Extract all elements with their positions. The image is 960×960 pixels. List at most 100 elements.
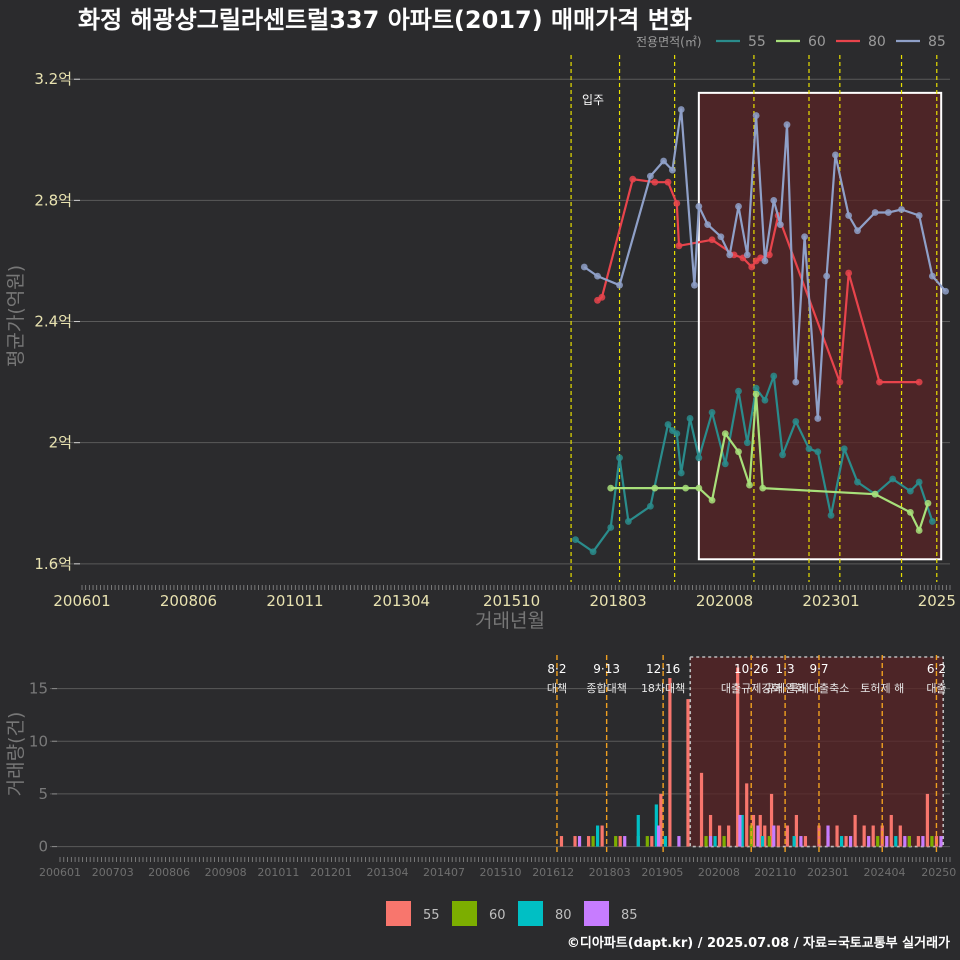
- volume-bar-85: [677, 836, 681, 847]
- volume-x-tick-label: 201510: [479, 866, 521, 879]
- price-x-tick-label: 201011: [266, 592, 323, 610]
- price-point-60: [695, 484, 703, 492]
- event-text: 종합대책: [586, 682, 626, 695]
- price-point-85: [735, 203, 742, 210]
- price-point-85: [792, 378, 800, 386]
- volume-bar-55: [668, 678, 672, 847]
- volume-bar-80: [760, 836, 765, 847]
- price-point-60: [746, 481, 753, 489]
- price-point-85: [691, 281, 698, 289]
- volume-bar-55: [559, 836, 564, 847]
- price-point-60: [607, 484, 615, 492]
- volume-x-tick-label: 202404: [863, 866, 905, 879]
- price-point-85: [580, 263, 588, 271]
- volume-axes: 0 5 10 15 200601 200703 200806 200908 201011 2012…: [29, 680, 956, 879]
- volume-bar-60: [704, 836, 708, 847]
- volume-bar-55: [853, 814, 857, 847]
- price-point-55: [589, 548, 597, 556]
- price-point-85: [884, 209, 892, 216]
- volume-y-axis-title: 거래량(건): [5, 712, 27, 797]
- price-series: [572, 106, 949, 556]
- event-text: 18차대책: [641, 682, 685, 695]
- volume-bar-55: [586, 836, 591, 847]
- volume-x-tick-label: 202008: [698, 866, 740, 879]
- volume-bar-80: [713, 836, 717, 847]
- price-point-85: [770, 196, 778, 204]
- volume-bar-55: [769, 793, 774, 847]
- volume-bar-55: [776, 825, 780, 847]
- price-point-55: [779, 451, 786, 459]
- price-point-55: [616, 454, 623, 462]
- volume-legend-label-85: 85: [621, 908, 638, 923]
- price-point-60: [651, 484, 659, 492]
- price-point-80: [836, 378, 844, 386]
- price-point-60: [752, 390, 760, 398]
- price-point-85: [717, 233, 725, 241]
- price-point-55: [607, 524, 615, 531]
- price-point-85: [915, 212, 923, 219]
- volume-bar-55: [763, 825, 767, 847]
- volume-bar-85: [756, 825, 760, 847]
- volume-bar-60: [722, 836, 726, 847]
- price-point-85: [928, 272, 936, 280]
- volume-x-tick-label: 201803: [589, 866, 631, 879]
- volume-bar-85: [921, 836, 925, 847]
- footer-credit: ©디아파트(dapt.kr) / 2025.07.08 / 자료=국토교통부 실…: [567, 935, 950, 951]
- volume-bar-85: [772, 825, 776, 847]
- event-date: 6·2: [927, 662, 946, 676]
- price-point-80: [598, 293, 606, 301]
- volume-bar-80: [663, 836, 667, 847]
- volume-bar-55: [758, 814, 762, 847]
- price-x-axis-title: 거래년월: [475, 610, 545, 632]
- price-point-60: [708, 496, 716, 504]
- volume-event-lines: [556, 655, 938, 855]
- price-point-55: [695, 454, 703, 462]
- volume-bar-55: [794, 814, 798, 847]
- price-point-55: [814, 448, 822, 456]
- price-point-60: [735, 448, 742, 456]
- volume-bar-60: [767, 836, 771, 847]
- price-point-85: [726, 251, 734, 259]
- volume-x-tick-label: 200806: [148, 866, 190, 879]
- legend-label-85: 85: [928, 34, 946, 50]
- event-text: 대출규제강화: [721, 682, 782, 695]
- price-point-60: [924, 499, 932, 507]
- volume-bar-85: [849, 836, 853, 847]
- price-point-60: [871, 490, 879, 498]
- price-point-60: [721, 430, 729, 437]
- event-text: 규제완화: [765, 682, 805, 695]
- volume-bar-60: [591, 836, 595, 847]
- price-x-tick-label: 202008: [696, 592, 753, 610]
- price-point-80: [845, 269, 853, 277]
- price-point-85: [898, 206, 905, 213]
- volume-bar-60: [876, 836, 880, 847]
- price-x-tick-label: 201304: [373, 592, 430, 610]
- volume-x-tick-label: 202110: [754, 866, 796, 879]
- price-point-85: [743, 251, 751, 259]
- event-text: 토허제 해: [860, 681, 904, 695]
- price-point-55: [840, 445, 848, 453]
- price-point-55: [686, 415, 694, 422]
- event-date: 9·13: [593, 662, 620, 676]
- price-point-80: [664, 178, 672, 186]
- price-point-55: [770, 372, 778, 380]
- price-point-55: [805, 445, 813, 453]
- chart-title: 화정 해광샹그릴라센트럴337 아파트(2017) 매매가격 변화: [78, 6, 692, 34]
- volume-bar-80: [894, 836, 898, 847]
- price-axes: 1.6억 2억 2.4억 2.8억 3.2억 200601 200806 201011 2013…: [34, 70, 956, 610]
- price-point-85: [761, 257, 769, 265]
- price-point-60: [682, 484, 690, 492]
- volume-bar-55: [736, 667, 740, 847]
- price-legend: 전용면적(㎡) 55 60 80 85: [636, 34, 946, 50]
- event-date: 9·7: [809, 662, 828, 676]
- volume-event-labels: 8·2 대책 9·13 종합대책 12·16 18차대책 10·26 대출규제강화 1·3 규제완…: [547, 662, 947, 695]
- price-point-85: [854, 227, 861, 235]
- volume-legend-key-60: [452, 901, 477, 926]
- volume-x-tick-label: 202301: [807, 866, 849, 879]
- volume-bar-55: [751, 814, 756, 847]
- price-point-80: [876, 378, 883, 386]
- volume-legend-label-60: 60: [489, 908, 506, 923]
- price-point-85: [669, 166, 676, 174]
- volume-bar-80: [839, 836, 844, 847]
